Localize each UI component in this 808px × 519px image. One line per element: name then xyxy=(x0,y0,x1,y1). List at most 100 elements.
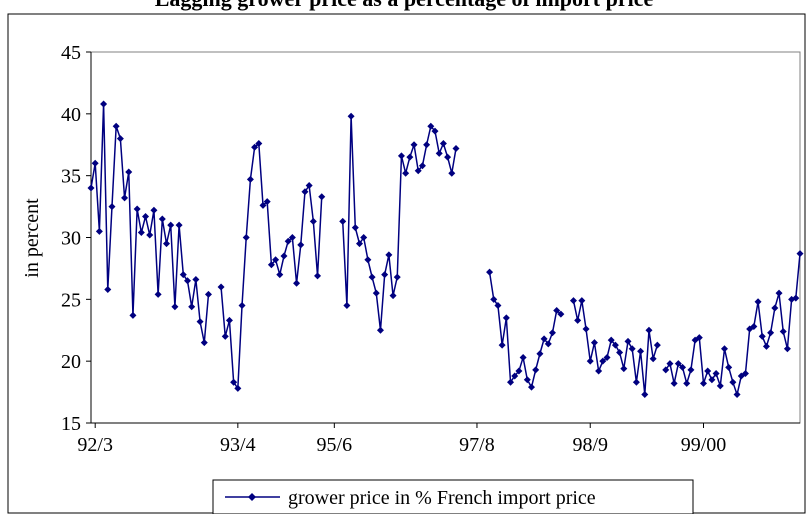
data-point xyxy=(276,271,284,279)
data-point xyxy=(154,290,162,298)
data-point xyxy=(431,127,439,135)
data-point xyxy=(595,367,603,375)
data-point xyxy=(645,326,653,334)
data-point xyxy=(775,289,783,297)
data-point xyxy=(511,372,519,380)
data-point xyxy=(762,342,770,350)
chart-title: Lagging grower price as a percentage of … xyxy=(155,0,654,11)
data-point xyxy=(251,143,259,151)
data-point xyxy=(486,268,494,276)
data-point xyxy=(494,302,502,310)
data-point xyxy=(666,360,674,368)
data-point xyxy=(427,122,435,130)
data-point xyxy=(519,353,527,361)
data-point xyxy=(293,279,301,287)
x-tick-label: 99/00 xyxy=(681,434,727,456)
data-point xyxy=(175,221,183,229)
data-point xyxy=(653,341,661,349)
data-point xyxy=(204,290,212,298)
data-point xyxy=(758,332,766,340)
data-point xyxy=(523,376,531,384)
chart-border xyxy=(7,13,806,514)
data-point xyxy=(687,366,695,374)
data-point xyxy=(163,240,171,248)
data-point xyxy=(557,310,565,318)
data-point xyxy=(741,370,749,378)
x-tick-label: 97/8 xyxy=(459,434,495,456)
data-point xyxy=(498,341,506,349)
data-point xyxy=(230,378,238,386)
data-point xyxy=(607,336,615,344)
data-point xyxy=(771,304,779,312)
data-point xyxy=(729,378,737,386)
data-point xyxy=(548,329,556,337)
data-point xyxy=(792,294,800,302)
data-point xyxy=(670,379,678,387)
data-point xyxy=(700,379,708,387)
data-point xyxy=(167,221,175,229)
data-point xyxy=(225,316,233,324)
data-point xyxy=(188,303,196,311)
x-tick-label: 93/4 xyxy=(220,434,256,456)
data-point xyxy=(674,360,682,368)
data-point xyxy=(288,234,296,241)
data-point xyxy=(389,292,397,300)
data-point xyxy=(528,383,536,391)
data-point xyxy=(339,217,347,225)
data-point xyxy=(108,203,116,211)
data-point xyxy=(704,367,712,375)
data-point xyxy=(246,175,254,183)
legend-marker xyxy=(248,493,256,501)
x-tick-label: 95/6 xyxy=(317,434,353,456)
data-point xyxy=(620,365,628,373)
data-point xyxy=(234,384,242,392)
legend-box xyxy=(212,479,694,515)
data-point xyxy=(309,217,317,225)
data-point xyxy=(95,227,103,235)
data-point xyxy=(695,334,703,342)
data-point xyxy=(616,349,624,357)
data-point xyxy=(179,271,187,279)
data-point xyxy=(267,261,275,269)
data-point xyxy=(196,318,204,326)
data-point xyxy=(502,314,510,322)
data-point xyxy=(381,271,389,279)
data-point xyxy=(192,276,200,284)
data-point xyxy=(611,341,619,349)
data-point xyxy=(553,306,561,314)
data-point xyxy=(217,283,225,291)
y-tick-label: 25 xyxy=(61,289,81,311)
data-point xyxy=(515,367,523,375)
data-point xyxy=(423,141,431,149)
data-point xyxy=(439,140,447,148)
data-point xyxy=(376,326,384,334)
data-point xyxy=(393,273,401,281)
data-point xyxy=(414,167,422,175)
data-point xyxy=(343,302,351,310)
data-point xyxy=(364,256,372,264)
data-point xyxy=(733,391,741,399)
x-tick-label: 92/3 xyxy=(77,434,113,456)
data-point xyxy=(87,184,95,192)
data-point xyxy=(100,100,108,108)
data-point xyxy=(355,240,363,248)
data-point xyxy=(779,327,787,335)
data-point xyxy=(255,140,263,148)
data-point xyxy=(632,378,640,386)
data-point xyxy=(590,339,598,347)
data-point xyxy=(146,231,154,239)
data-point xyxy=(305,182,313,190)
data-point xyxy=(603,353,611,361)
data-point xyxy=(586,357,594,365)
data-point xyxy=(708,376,716,384)
data-point xyxy=(628,345,636,353)
data-point xyxy=(158,215,166,223)
data-point xyxy=(767,329,775,337)
data-point xyxy=(783,345,791,353)
data-point xyxy=(569,297,577,305)
data-point xyxy=(754,298,762,306)
data-point xyxy=(238,302,246,310)
data-point xyxy=(280,252,288,260)
data-point xyxy=(599,357,607,365)
